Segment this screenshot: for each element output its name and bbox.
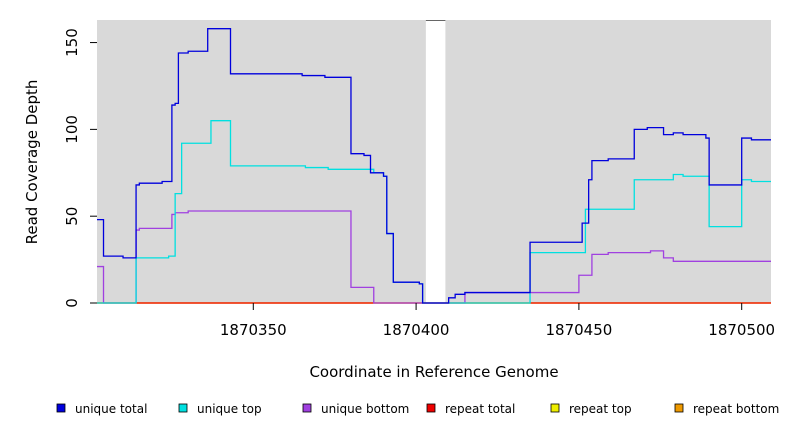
y-axis-title: Read Coverage Depth <box>23 80 41 245</box>
x-tick-label: 1870350 <box>220 321 287 339</box>
x-tick-label: 1870450 <box>545 321 612 339</box>
legend: unique total unique top unique bottom repea… <box>56 402 779 416</box>
y-tick-label: 50 <box>63 207 81 226</box>
axes: 1870350 1870400 1870450 1870500 0 50 100 150 <box>63 28 775 339</box>
legend-label: unique top <box>197 402 262 416</box>
panel-gap <box>425 20 446 303</box>
series-lines <box>97 28 771 304</box>
legend-swatch <box>178 403 188 413</box>
x-tick-label: 1870400 <box>383 321 450 339</box>
legend-label: repeat bottom <box>693 402 779 416</box>
legend-swatch <box>674 403 684 413</box>
legend-label: unique total <box>75 402 147 416</box>
legend-swatch <box>56 403 66 413</box>
y-tick-label: 100 <box>63 115 81 144</box>
legend-swatch <box>550 403 560 413</box>
legend-label: repeat total <box>445 402 515 416</box>
legend-label: unique bottom <box>321 402 409 416</box>
legend-swatch <box>302 403 312 413</box>
x-tick-label: 1870500 <box>708 321 775 339</box>
plot-panel <box>97 20 771 303</box>
series-line-unique-bottom <box>97 210 771 304</box>
legend-swatch <box>426 403 436 413</box>
y-tick-label: 150 <box>63 28 81 57</box>
series-line-unique-total <box>97 28 771 304</box>
x-axis-title: Coordinate in Reference Genome <box>309 363 558 381</box>
y-tick-label: 0 <box>63 298 81 308</box>
legend-label: repeat top <box>569 402 632 416</box>
